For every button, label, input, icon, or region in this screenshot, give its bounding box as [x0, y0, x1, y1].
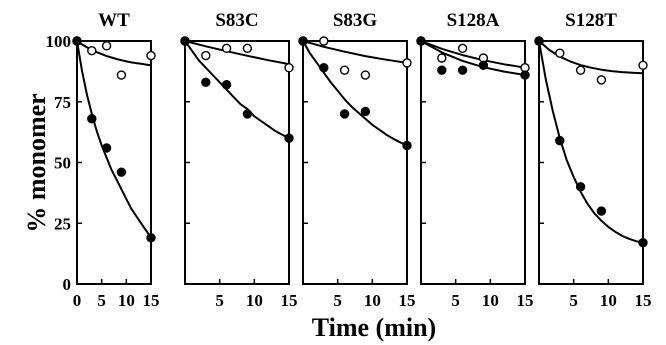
y-axis-label: % monomer: [22, 93, 51, 232]
x-tick-label: 15: [635, 291, 652, 310]
panel-frame: [76, 40, 152, 285]
open-series-fit-curve: [184, 40, 290, 66]
filled-series-point: [72, 36, 82, 46]
panel-s83c: S83C 5 10 15: [180, 10, 298, 310]
open-series-fit-curve: [420, 40, 526, 69]
y-tick-label: 75: [54, 93, 71, 112]
y-tick-label: 25: [54, 214, 71, 233]
filled-series-fit-curve: [76, 40, 152, 239]
x-tick-label: 15: [281, 291, 298, 310]
x-tick-label: 10: [118, 291, 135, 310]
open-series-point: [146, 50, 156, 61]
x-tick-label: 5: [215, 291, 224, 310]
open-series-point: [437, 53, 447, 63]
filled-series-fit-curve: [184, 40, 290, 140]
y-tick-label: 100: [46, 32, 72, 51]
open-series-point: [101, 41, 112, 51]
open-series-point: [638, 60, 648, 71]
x-tick-label: 10: [364, 291, 381, 310]
filled-series-point: [478, 60, 489, 71]
panel-title: WT: [98, 10, 130, 31]
filled-series-point: [87, 114, 97, 124]
x-tick-label: 5: [569, 291, 578, 310]
open-series-fit-curve: [302, 40, 408, 64]
x-tick-label: 10: [482, 291, 499, 310]
filled-series-point: [319, 63, 329, 73]
open-series-point: [87, 46, 97, 56]
panel-title: S128T: [565, 10, 617, 31]
panel-frame: [184, 40, 290, 285]
panel-frame: [538, 40, 644, 285]
filled-series-point: [457, 65, 468, 75]
open-series-point: [402, 58, 412, 68]
y-tick-label: 50: [54, 154, 71, 173]
open-series-point: [555, 48, 565, 58]
open-series-fit-curve: [538, 40, 644, 75]
open-series-point: [221, 43, 232, 53]
filled-series-point: [416, 36, 426, 46]
filled-series-point: [339, 109, 350, 119]
open-series-point: [596, 75, 607, 85]
x-tick-label: 10: [246, 291, 263, 310]
x-tick-label: 5: [97, 291, 106, 310]
x-tick-label: 5: [451, 291, 460, 310]
open-series-point: [201, 50, 211, 61]
open-series-point: [360, 70, 371, 80]
x-tick-label: 0: [73, 291, 82, 310]
open-series-point: [116, 70, 127, 80]
open-series-point: [457, 43, 468, 53]
panel-frame: [302, 40, 408, 285]
filled-series-point: [555, 135, 565, 146]
filled-series-point: [298, 36, 308, 46]
filled-series-point: [101, 143, 112, 153]
filled-series-point: [146, 233, 156, 243]
x-tick-label: 15: [399, 291, 416, 310]
filled-series-point: [221, 80, 232, 90]
filled-series-point: [284, 133, 294, 143]
x-tick-label: 15: [143, 291, 160, 310]
filled-series-point: [638, 237, 648, 248]
filled-series-point: [402, 140, 412, 151]
panel-s83g: S83G 5 10 15: [298, 10, 416, 310]
open-series-point: [242, 43, 253, 53]
x-tick-label: 15: [517, 291, 534, 310]
filled-series-point: [520, 70, 530, 80]
panel-title: S83G: [333, 10, 378, 31]
filled-series-fit-curve: [302, 40, 408, 147]
x-tick-label: 5: [333, 291, 342, 310]
open-series-point: [284, 63, 294, 73]
x-axis-label: Time (min): [312, 313, 436, 342]
panel-s128a: S128A 5 10 15: [416, 10, 534, 310]
panel-title: S83C: [215, 10, 258, 31]
panel-frame: [420, 40, 526, 285]
open-series-point: [575, 65, 586, 75]
filled-series-point: [575, 182, 586, 192]
filled-series-point: [360, 106, 371, 117]
y-tick-label: 0: [63, 275, 72, 294]
filled-series-point: [180, 36, 190, 46]
filled-series-point: [534, 36, 544, 46]
filled-series-point: [201, 77, 211, 88]
filled-series-fit-curve: [420, 40, 526, 76]
panel-s128t: S128T 5 10 15: [534, 10, 652, 310]
x-tick-label: 10: [600, 291, 617, 310]
filled-series-point: [242, 109, 253, 119]
open-series-point: [339, 65, 350, 75]
filled-series-fit-curve: [538, 40, 644, 244]
filled-series-point: [596, 206, 607, 216]
filled-series-point: [437, 65, 447, 75]
open-series-point: [319, 36, 329, 46]
filled-series-point: [116, 167, 127, 177]
panel-title: S128A: [447, 10, 500, 31]
